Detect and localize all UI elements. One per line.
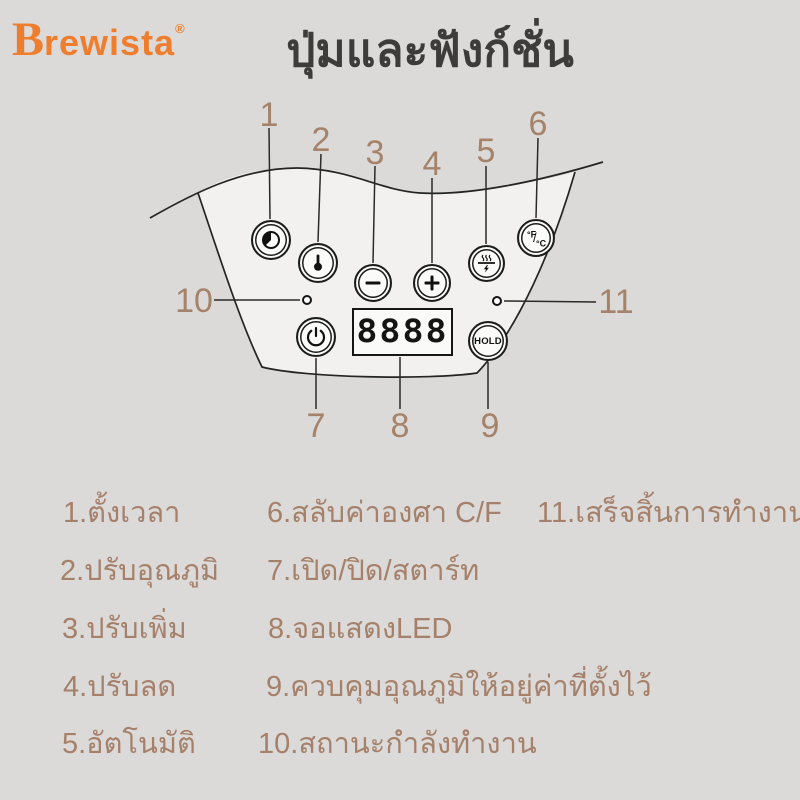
legend-item-4: 4.ปรับลด bbox=[63, 671, 177, 703]
callout-number-5: 5 bbox=[476, 132, 496, 170]
legend-item-7: 7.เปิด/ปิด/สตาร์ท bbox=[267, 555, 480, 587]
legend-item-1: 1.ตั้งเวลา bbox=[63, 497, 181, 529]
power-button bbox=[296, 317, 336, 357]
decrease-button bbox=[354, 264, 392, 302]
auto-button bbox=[468, 245, 505, 282]
c-label: °C bbox=[536, 239, 547, 249]
steam-lightning-icon bbox=[478, 254, 495, 273]
thermometer-icon bbox=[314, 254, 322, 271]
legend-item-3: 3.ปรับเพิ่ม bbox=[62, 613, 187, 645]
timer-button bbox=[251, 220, 291, 260]
fahrenheit-celsius-icon: °F / °C bbox=[527, 230, 547, 249]
callout-number-2: 2 bbox=[311, 121, 331, 159]
legend-item-9: 9.ควบคุมอุณภูมิให้อยู่ค่าที่ตั้งไว้ bbox=[266, 671, 652, 703]
registered-mark: ® bbox=[175, 21, 185, 36]
legend-item-5: 5.อัตโนมัติ bbox=[62, 728, 196, 760]
callout-number-11: 11 bbox=[598, 283, 634, 321]
legend-item-11: 11.เสร็จสิ้นการทำงาน bbox=[537, 497, 800, 529]
plus-icon bbox=[424, 275, 440, 291]
led-display: 8888 bbox=[352, 308, 453, 356]
legend-item-10: 10.สถานะกำลังทำงาน bbox=[258, 728, 537, 760]
increase-button bbox=[413, 264, 451, 302]
display-digits: 8888 bbox=[356, 313, 449, 351]
minus-icon bbox=[365, 281, 381, 285]
panel-outline bbox=[197, 171, 576, 378]
status-led bbox=[302, 295, 312, 305]
legend-item-6: 6.สลับค่าองศา C/F bbox=[267, 497, 502, 529]
power-icon bbox=[306, 326, 326, 347]
callout-number-4: 4 bbox=[422, 145, 442, 183]
slash-label: / bbox=[533, 230, 537, 245]
callout-number-8: 8 bbox=[390, 407, 410, 445]
f-label: °F bbox=[527, 230, 537, 240]
logo-letter-b: B bbox=[12, 13, 45, 66]
callout-number-6: 6 bbox=[528, 105, 548, 143]
callout-number-9: 9 bbox=[480, 407, 500, 445]
callout-number-10: 10 bbox=[175, 282, 213, 320]
callout-lines bbox=[214, 127, 597, 409]
logo-text: rewista bbox=[44, 22, 176, 63]
done-led bbox=[492, 296, 502, 306]
control-panel-diagram bbox=[149, 127, 604, 409]
callout-number-7: 7 bbox=[306, 407, 326, 445]
legend-item-2: 2.ปรับอุณภูมิ bbox=[60, 555, 220, 587]
page-title: ปุ่มและฟังก์ชั่น bbox=[286, 24, 574, 76]
legend-item-8: 8.จอแสดงLED bbox=[268, 613, 453, 645]
kettle-rim-curve bbox=[149, 161, 604, 219]
brewista-logo: Brewista® bbox=[12, 16, 185, 64]
callout-number-1: 1 bbox=[259, 96, 279, 134]
hold-button: HOLD bbox=[468, 321, 508, 361]
degrees-toggle-button: °F / °C bbox=[517, 219, 555, 257]
callout-number-3: 3 bbox=[365, 134, 385, 172]
temperature-button bbox=[298, 243, 338, 283]
clock-icon bbox=[262, 231, 280, 249]
hold-label: HOLD bbox=[474, 335, 502, 347]
